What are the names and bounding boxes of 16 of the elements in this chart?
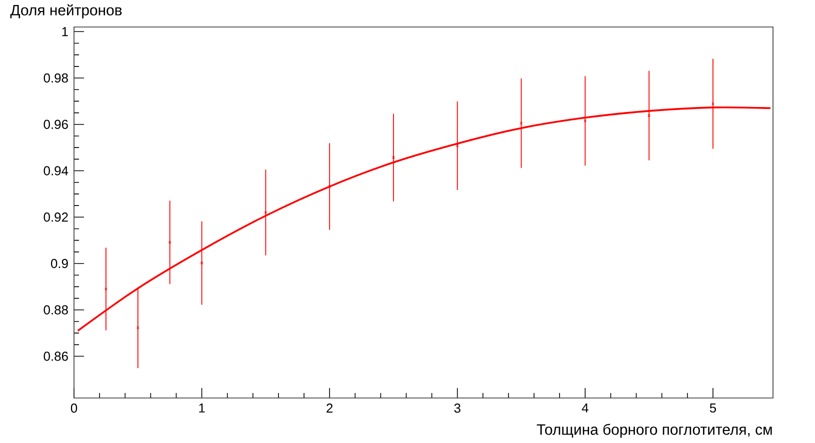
y-tick-label: 0.94 [44,166,68,176]
y-tick-label: 0.98 [44,73,68,83]
x-tick-label: 0 [70,404,78,413]
y-axis-title: Доля нейтронов [10,4,122,18]
x-tick-label: 1 [199,404,205,412]
x-tick-label: 4 [582,404,588,412]
y-tick-label: 1 [62,27,68,36]
y-tick-label: 0.86 [44,352,68,361]
x-tick-label: 5 [710,404,716,413]
x-tick-label: 3 [454,404,460,413]
x-axis-title: Толщина борного поглотителя, см [536,424,772,438]
x-tick-label: 2 [326,404,333,413]
y-tick-label: 0.92 [44,212,68,222]
y-tick-label: 0.96 [44,120,68,129]
y-tick-label: 0.88 [44,305,68,314]
y-tick-label: 0.9 [50,258,68,268]
